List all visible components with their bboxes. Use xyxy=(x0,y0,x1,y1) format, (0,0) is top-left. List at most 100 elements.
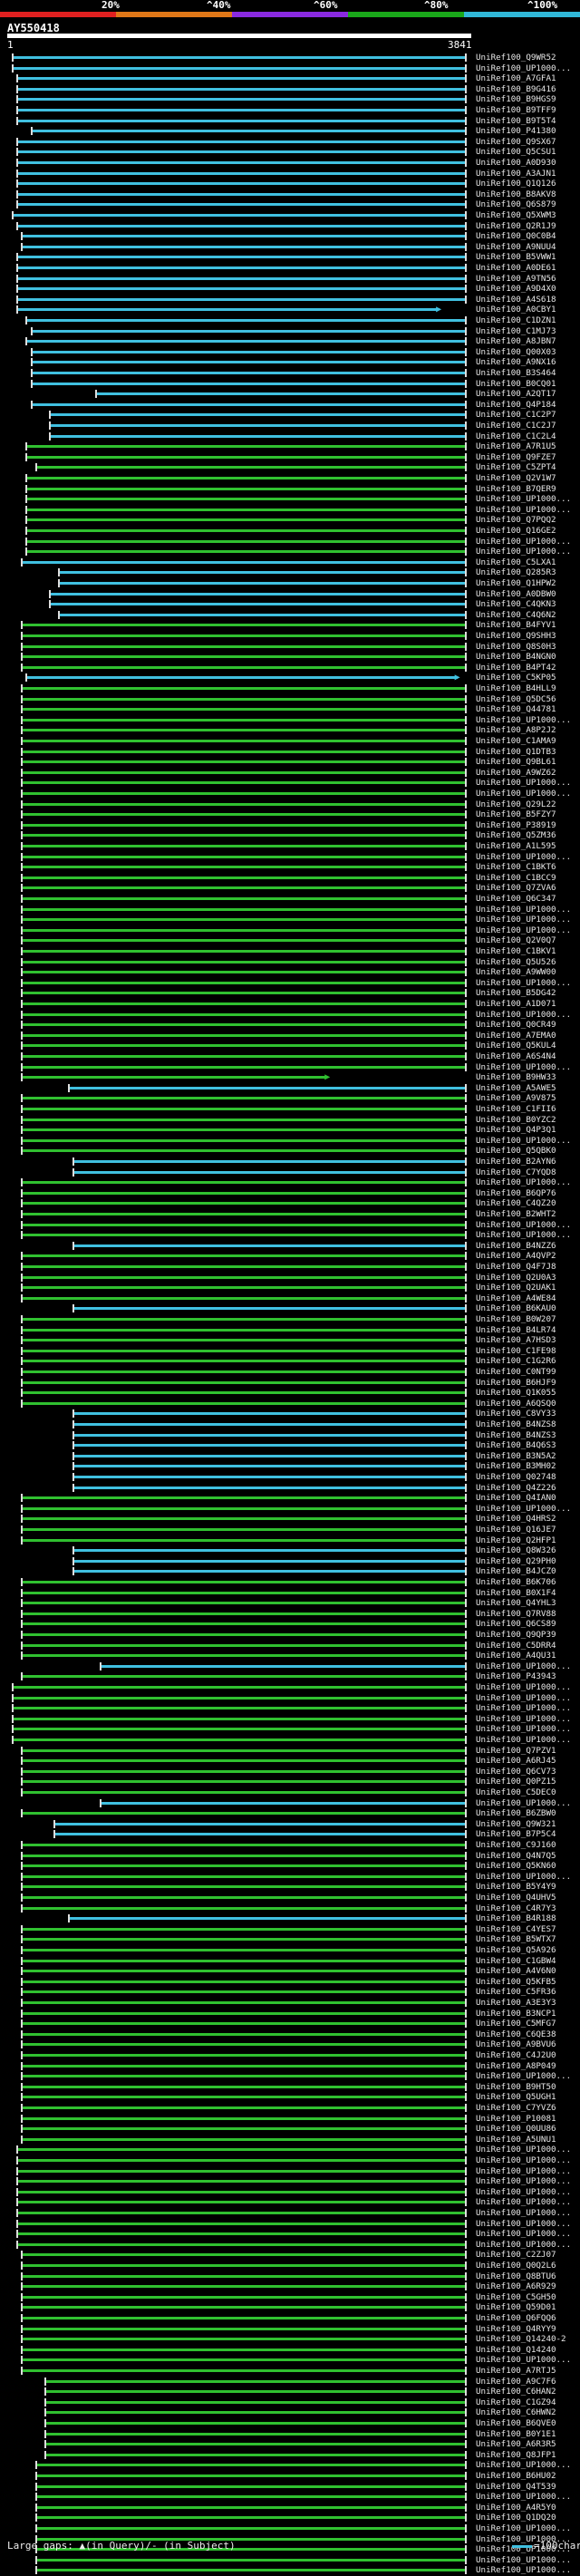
hit-alignment-bar[interactable] xyxy=(21,2348,467,2351)
hit-identifier-link[interactable]: UniRef100_C1C2P7 xyxy=(476,410,556,421)
hit-alignment-bar[interactable] xyxy=(21,1370,467,1373)
hit-row[interactable]: UniRef100_Q4IAN0 xyxy=(0,1493,580,1504)
hit-alignment-bar[interactable] xyxy=(16,87,467,91)
hit-row[interactable]: UniRef100_UP1000... xyxy=(0,2523,580,2534)
hit-row[interactable]: UniRef100_UP1000... xyxy=(0,1872,580,1883)
hit-row[interactable]: UniRef100_A9WZ62 xyxy=(0,768,580,779)
hit-row[interactable]: UniRef100_UP1000... xyxy=(0,715,580,726)
hit-alignment-bar[interactable] xyxy=(21,1055,467,1058)
hit-identifier-link[interactable]: UniRef100_UP1000... xyxy=(476,2208,572,2218)
hit-row[interactable]: UniRef100_Q29L22 xyxy=(0,799,580,810)
hit-row[interactable]: UniRef100_B9HGS9 xyxy=(0,94,580,105)
hit-row[interactable]: UniRef100_UP1000... xyxy=(0,2197,580,2208)
hit-alignment-bar[interactable] xyxy=(25,518,467,522)
hit-identifier-link[interactable]: UniRef100_C1AMA9 xyxy=(476,736,556,746)
hit-alignment-bar[interactable] xyxy=(67,1917,467,1921)
hit-identifier-link[interactable]: UniRef100_Q4IAN0 xyxy=(476,1493,556,1504)
hit-row[interactable]: UniRef100_C7YQD8 xyxy=(0,1167,580,1178)
hit-row[interactable]: UniRef100_UP1000... xyxy=(0,978,580,989)
hit-identifier-link[interactable]: UniRef100_Q1Q126 xyxy=(476,179,556,189)
hit-row[interactable]: UniRef100_Q1DTB3 xyxy=(0,747,580,758)
hit-identifier-link[interactable]: UniRef100_C8VY33 xyxy=(476,1409,556,1419)
hit-row[interactable]: UniRef100_Q9FZE7 xyxy=(0,452,580,463)
hit-alignment-bar[interactable] xyxy=(21,1506,467,1510)
hit-alignment-bar[interactable] xyxy=(21,1970,467,1973)
hit-row[interactable]: UniRef100_UP1000... xyxy=(0,2176,580,2187)
hit-alignment-bar[interactable] xyxy=(21,2043,467,2047)
hit-alignment-bar[interactable] xyxy=(16,2159,467,2162)
hit-identifier-link[interactable]: UniRef100_UP1000... xyxy=(476,2492,572,2503)
hit-identifier-link[interactable]: UniRef100_P43943 xyxy=(476,1671,556,1682)
hit-identifier-link[interactable]: UniRef100_Q1K055 xyxy=(476,1388,556,1399)
hit-identifier-link[interactable]: UniRef100_A7R1U5 xyxy=(476,441,556,452)
hit-row[interactable]: UniRef100_Q7PZV1 xyxy=(0,1746,580,1757)
hit-alignment-bar[interactable] xyxy=(58,571,467,575)
hit-row[interactable]: UniRef100_Q1HPW2 xyxy=(0,578,580,589)
hit-row[interactable]: UniRef100_A7R1U5 xyxy=(0,441,580,452)
hit-row[interactable]: UniRef100_Q285R3 xyxy=(0,567,580,578)
hit-row[interactable]: UniRef100_C1FE98 xyxy=(0,1346,580,1357)
hit-row[interactable]: UniRef100_Q59D01 xyxy=(0,2302,580,2313)
hit-alignment-bar[interactable] xyxy=(21,245,467,248)
hit-alignment-bar[interactable] xyxy=(21,655,467,659)
hit-identifier-link[interactable]: UniRef100_A9NX16 xyxy=(476,357,556,368)
hit-identifier-link[interactable]: UniRef100_B5VWW1 xyxy=(476,252,556,263)
hit-identifier-link[interactable]: UniRef100_UP1000... xyxy=(476,915,572,925)
hit-alignment-bar[interactable] xyxy=(34,2495,467,2499)
hit-alignment-bar[interactable] xyxy=(21,1643,467,1647)
hit-identifier-link[interactable]: UniRef100_B9HT50 xyxy=(476,2081,556,2092)
hit-identifier-link[interactable]: UniRef100_UP1000... xyxy=(476,1230,572,1241)
hit-row[interactable]: UniRef100_A9WW00 xyxy=(0,967,580,978)
hit-identifier-link[interactable]: UniRef100_UP1000... xyxy=(476,2544,572,2555)
hit-row[interactable]: UniRef100_Q5ZM36 xyxy=(0,830,580,841)
hit-row[interactable]: UniRef100_B6K706 xyxy=(0,1577,580,1588)
hit-alignment-bar[interactable] xyxy=(21,928,467,932)
hit-alignment-bar[interactable] xyxy=(21,1612,467,1615)
hit-row[interactable]: UniRef100_A6QSQ0 xyxy=(0,1399,580,1409)
hit-alignment-bar[interactable] xyxy=(21,1759,467,1763)
hit-row[interactable]: UniRef100_UP1000... xyxy=(0,1230,580,1241)
hit-alignment-bar[interactable] xyxy=(49,603,467,606)
hit-alignment-bar[interactable] xyxy=(21,960,467,964)
hit-identifier-link[interactable]: UniRef100_Q4YHL3 xyxy=(476,1598,556,1609)
hit-alignment-bar[interactable] xyxy=(16,2222,467,2225)
hit-row[interactable]: UniRef100_A8JBN7 xyxy=(0,336,580,347)
hit-row[interactable]: UniRef100_Q0CR49 xyxy=(0,1020,580,1031)
hit-row[interactable]: UniRef100_B5DG42 xyxy=(0,988,580,999)
hit-alignment-bar[interactable] xyxy=(21,2274,467,2278)
hit-alignment-bar[interactable] xyxy=(72,1549,467,1553)
hit-row[interactable]: UniRef100_Q9W321 xyxy=(0,1819,580,1830)
hit-alignment-bar[interactable] xyxy=(72,1559,467,1563)
hit-alignment-bar[interactable] xyxy=(72,1570,467,1574)
hit-row[interactable]: UniRef100_UP1000... xyxy=(0,1220,580,1231)
hit-row[interactable]: UniRef100_A3AJN1 xyxy=(0,169,580,179)
hit-identifier-link[interactable]: UniRef100_C4YES7 xyxy=(476,1923,556,1934)
hit-alignment-bar[interactable] xyxy=(21,1286,467,1290)
hit-row[interactable]: UniRef100_Q14240-2 xyxy=(0,2334,580,2345)
hit-row[interactable]: UniRef100_C5GH50 xyxy=(0,2292,580,2303)
hit-alignment-bar[interactable] xyxy=(25,539,467,543)
hit-identifier-link[interactable]: UniRef100_P41380 xyxy=(476,126,556,137)
hit-alignment-bar[interactable] xyxy=(21,2327,467,2330)
hit-alignment-bar[interactable] xyxy=(16,182,467,186)
hit-row[interactable]: UniRef100_Q2U0A3 xyxy=(0,1273,580,1283)
hit-row[interactable]: UniRef100_UP1000... xyxy=(0,2155,580,2166)
hit-identifier-link[interactable]: UniRef100_UP1000... xyxy=(476,494,572,505)
hit-alignment-bar[interactable] xyxy=(44,2379,467,2383)
hit-row[interactable]: UniRef100_B3NCP1 xyxy=(0,2009,580,2019)
hit-alignment-bar[interactable] xyxy=(21,718,467,721)
hit-row[interactable]: UniRef100_Q9SX67 xyxy=(0,137,580,148)
hit-identifier-link[interactable]: UniRef100_UP1000... xyxy=(476,1797,572,1808)
hit-alignment-bar[interactable] xyxy=(21,1149,467,1153)
hit-alignment-bar[interactable] xyxy=(21,2317,467,2319)
hit-row[interactable]: UniRef100_UP1000... xyxy=(0,2534,580,2545)
hit-identifier-link[interactable]: UniRef100_UP1000... xyxy=(476,1703,572,1714)
hit-identifier-link[interactable]: UniRef100_UP1000... xyxy=(476,977,572,988)
hit-alignment-bar[interactable] xyxy=(21,1591,467,1594)
hit-alignment-bar[interactable] xyxy=(21,802,467,806)
hit-alignment-bar[interactable] xyxy=(21,1339,467,1342)
hit-row[interactable]: UniRef100_A2QT17 xyxy=(0,389,580,400)
hit-row[interactable]: UniRef100_UP1000... xyxy=(0,2355,580,2366)
hit-identifier-link[interactable]: UniRef100_UP1000... xyxy=(476,2565,572,2576)
hit-row[interactable]: UniRef100_UP1000... xyxy=(0,1062,580,1073)
